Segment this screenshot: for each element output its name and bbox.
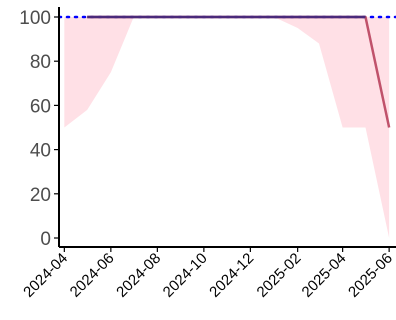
x-tick-label: 2024-08 <box>113 250 164 301</box>
x-tick-label: 2024-12 <box>206 250 257 301</box>
y-axis-ticks: 0 20 40 60 80 100 <box>19 8 59 250</box>
x-tick-label: 2024-06 <box>67 250 118 301</box>
x-tick-label: 2024-10 <box>160 250 211 301</box>
x-tick-label: 2025-04 <box>299 250 350 301</box>
x-axis-ticks: 2024-042024-062024-082024-102024-122025-… <box>20 247 396 301</box>
x-tick-label: 2025-02 <box>254 250 305 301</box>
y-tick-label: 80 <box>30 52 51 73</box>
confidence-band-layer <box>64 17 390 238</box>
axes <box>58 7 396 248</box>
y-tick-label: 0 <box>40 229 51 250</box>
y-tick-label: 20 <box>30 185 51 206</box>
y-tick-label: 40 <box>30 141 51 162</box>
x-tick-label: 2025-06 <box>345 250 396 301</box>
series-layer <box>87 15 391 128</box>
y-tick-label: 60 <box>30 96 51 117</box>
x-tick-label: 2024-04 <box>20 250 71 301</box>
y-tick-label: 100 <box>19 8 51 29</box>
confidence-band <box>64 17 390 238</box>
